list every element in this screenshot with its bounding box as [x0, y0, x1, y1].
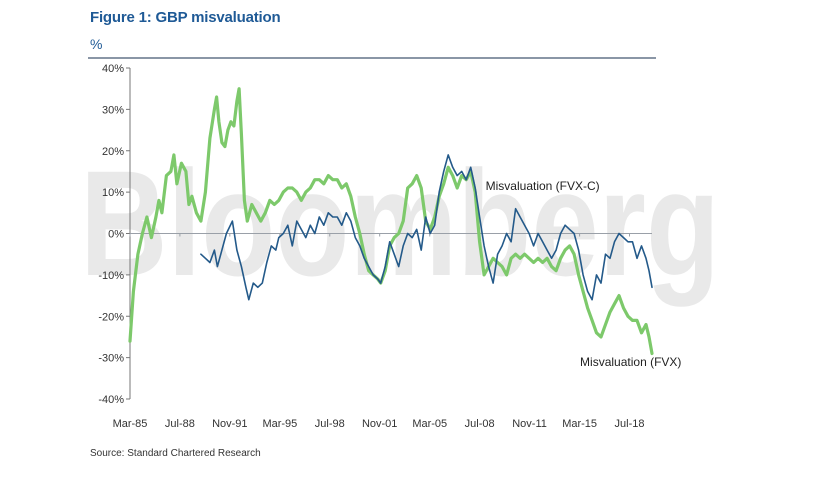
x-tick-label: Mar-05 — [412, 418, 447, 430]
y-tick-label: 10% — [102, 187, 124, 199]
x-tick-label: Jul-88 — [165, 418, 195, 430]
unit-label: % — [90, 36, 103, 52]
x-tick-label: Mar-95 — [262, 418, 297, 430]
x-axis: Mar-85 Jul-88 Nov-91 Mar-95 Jul-98 Nov-01 Mar-… — [113, 233, 652, 430]
series-layer — [128, 87, 654, 356]
y-tick-label: 40% — [102, 63, 124, 75]
y-tick-label: 30% — [102, 104, 124, 116]
series-annotation-fvx: Misvaluation (FVX) — [580, 355, 681, 369]
x-tick-label: Jul-08 — [465, 418, 495, 430]
y-tick-label: 20% — [102, 146, 124, 158]
x-tick-label: Jul-18 — [615, 418, 645, 430]
watermark-text: Bloomberg — [80, 139, 720, 307]
x-tick-label: Nov-01 — [362, 418, 397, 430]
series-annotation-fvxc: Misvaluation (FVX-C) — [486, 179, 600, 193]
source-note: Source: Standard Chartered Research — [90, 448, 261, 459]
x-tick-label: Mar-85 — [113, 418, 148, 430]
x-tick-label: Jul-98 — [315, 418, 345, 430]
y-tick-label: -30% — [98, 353, 124, 365]
y-axis: 40% 30% 20% 10% 0% -10% -20% -30% -40% — [98, 63, 131, 406]
y-tick-label: 0% — [108, 229, 124, 241]
x-tick-label: Mar-15 — [562, 418, 597, 430]
y-tick-label: -40% — [98, 394, 124, 406]
x-tick-label: Nov-91 — [212, 418, 247, 430]
y-tick-label: -20% — [98, 311, 124, 323]
figure-title: Figure 1: GBP misvaluation — [90, 9, 281, 26]
y-tick-label: -10% — [98, 270, 124, 282]
annotation-layer: Misvaluation (FVX-C) Misvaluation (FVX) — [486, 179, 682, 369]
x-tick-label: Nov-11 — [512, 418, 547, 430]
series-line-fvxc — [200, 154, 653, 301]
